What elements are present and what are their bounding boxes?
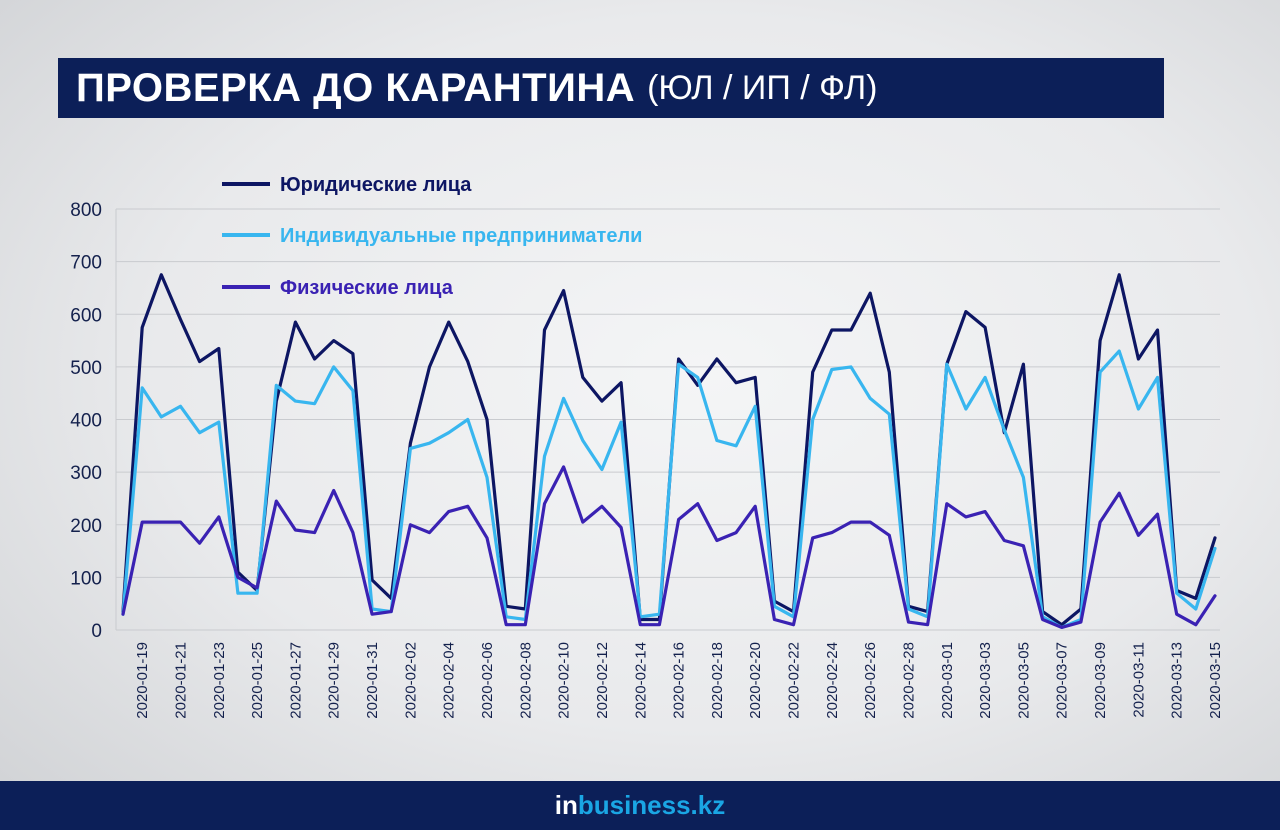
y-tick-label: 300 <box>70 463 102 484</box>
x-tick-label: 2020-02-14 <box>632 642 649 719</box>
x-tick-label: 2020-02-04 <box>441 642 458 719</box>
brand-logo-rest[interactable]: business.kz <box>577 790 726 820</box>
x-tick-label: 2020-02-10 <box>556 642 573 719</box>
x-tick-label: 2020-03-11 <box>1130 642 1147 718</box>
x-tick-label: 2020-03-09 <box>1092 642 1109 719</box>
x-tick-label: 2020-02-16 <box>671 642 688 719</box>
page-title: ПРОВЕРКА ДО КАРАНТИНА <box>76 65 636 110</box>
x-tick-label: 2020-02-28 <box>900 642 917 719</box>
brand-logo-prefix[interactable]: in <box>554 790 578 820</box>
x-tick-label: 2020-02-02 <box>402 642 419 719</box>
x-tick-label: 2020-03-07 <box>1054 642 1071 719</box>
y-tick-label: 800 <box>70 200 102 221</box>
x-tick-label: 2020-01-29 <box>326 642 343 719</box>
x-tick-label: 2020-02-12 <box>594 642 611 719</box>
x-tick-label: 2020-02-22 <box>786 642 803 719</box>
x-tick-label: 2020-01-21 <box>172 642 189 719</box>
legend-label-2: Индивидуальные предприниматели <box>280 225 642 247</box>
x-tick-label: 2020-01-31 <box>364 642 381 719</box>
y-tick-label: 400 <box>70 411 102 432</box>
x-tick-label: 2020-03-03 <box>977 642 994 719</box>
x-tick-label: 2020-02-20 <box>747 642 764 719</box>
line-chart: 0 100 200 300 400 500 600 700 800 2020-01-19 2020-… <box>70 174 1224 719</box>
series-line-2 <box>121 349 1217 630</box>
series-line-3 <box>121 465 1217 630</box>
x-tick-label: 2020-02-24 <box>824 642 841 719</box>
x-tick-label: 2020-03-13 <box>1169 642 1186 719</box>
footer: in business.kz <box>0 781 1280 830</box>
y-tick-label: 100 <box>70 568 102 589</box>
x-tick-label: 2020-03-15 <box>1207 642 1224 719</box>
title-bar: ПРОВЕРКА ДО КАРАНТИНА (ЮЛ / ИП / ФЛ) <box>58 58 1164 118</box>
x-tick-label: 2020-01-25 <box>249 642 266 719</box>
x-tick-label: 2020-01-23 <box>211 642 228 719</box>
x-tick-label: 2020-03-01 <box>939 642 956 719</box>
x-tick-label: 2020-01-27 <box>287 642 304 719</box>
y-tick-label: 200 <box>70 516 102 537</box>
x-tick-label: 2020-02-26 <box>862 642 879 719</box>
y-tick-label: 700 <box>70 253 102 274</box>
legend-label-1: Юридические лица <box>280 174 472 196</box>
x-tick-label: 2020-01-19 <box>134 642 151 719</box>
page-subtitle: (ЮЛ / ИП / ФЛ) <box>647 68 878 107</box>
x-tick-label: 2020-03-05 <box>1015 642 1032 719</box>
y-tick-label: 0 <box>91 621 102 642</box>
x-tick-label: 2020-02-18 <box>709 642 726 719</box>
y-tick-label: 500 <box>70 358 102 379</box>
y-tick-label: 600 <box>70 305 102 326</box>
legend-label-3: Физические лица <box>280 277 454 299</box>
x-tick-label: 2020-02-06 <box>479 642 496 719</box>
x-tick-label: 2020-02-08 <box>517 642 534 719</box>
